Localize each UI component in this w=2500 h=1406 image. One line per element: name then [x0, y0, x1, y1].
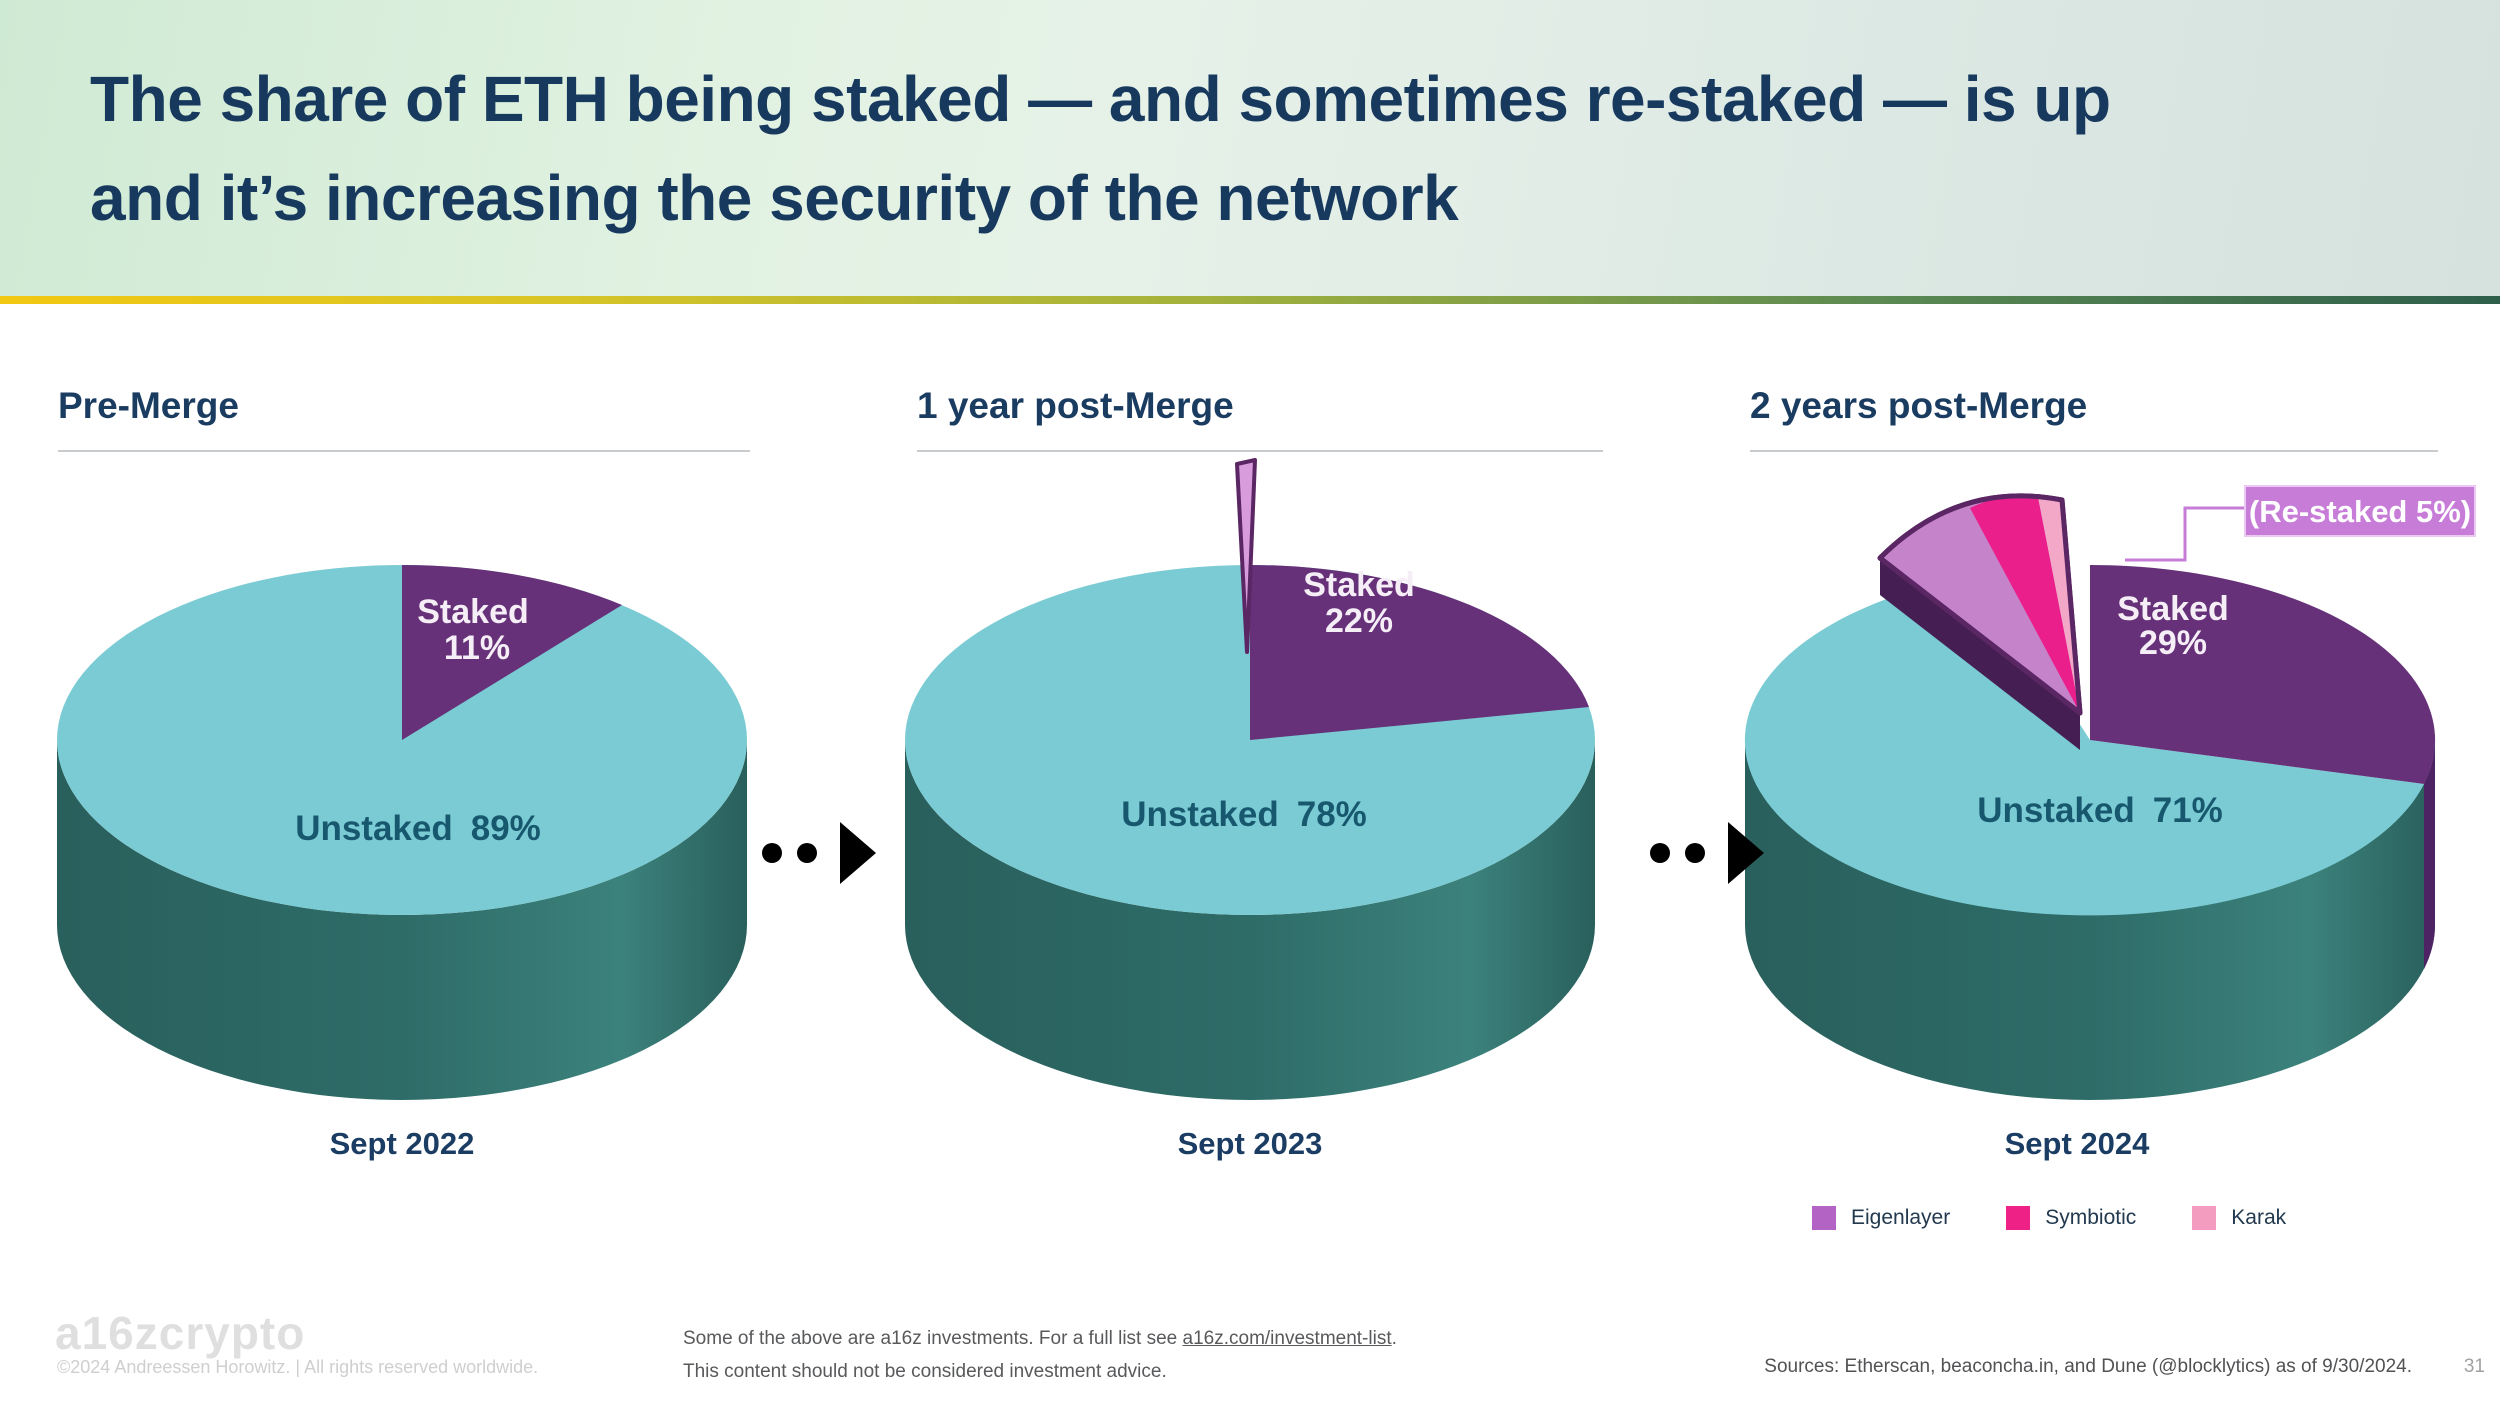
pie-chart-pre-merge: Staked 11% Unstaked 89%	[57, 564, 747, 1100]
pie3-wedge-karak-slice	[2038, 497, 2080, 713]
pie3-wedge-symbiotic-slice	[1970, 495, 2080, 713]
disclaimer-line1: Some of the above are a16z investments. …	[683, 1322, 1397, 1355]
pie2-unstaked-label: Unstaked 78%	[1121, 795, 1367, 834]
pie2-staked-label: Staked	[1303, 566, 1415, 604]
pie2-side	[905, 740, 1595, 1100]
legend-item-eigenlayer: Eigenlayer	[1812, 1206, 1950, 1230]
chart3-heading: 2 years post-Merge	[1750, 385, 2088, 426]
pie2-staked-slice	[1250, 565, 1589, 740]
page-number: 31	[2463, 1356, 2485, 1377]
chart2-date: Sept 2023	[1177, 1126, 1323, 1161]
pie2-unstaked-word: Unstaked	[1121, 795, 1279, 834]
pie1-staked-slice	[402, 564, 622, 740]
pie3-restaked-wedge	[1877, 493, 2083, 750]
legend-label: Karak	[2231, 1206, 2287, 1229]
header-divider	[0, 296, 2500, 304]
karak-swatch-icon	[2192, 1206, 2217, 1230]
arrow-dot-icon	[1685, 843, 1705, 863]
header-banner: The share of ETH being staked — and some…	[0, 0, 2500, 296]
chart1-heading: Pre-Merge	[58, 385, 239, 426]
disclaimer-line1-suffix: .	[1391, 1328, 1397, 1349]
pie1-side	[57, 740, 747, 1100]
investment-disclaimer: Some of the above are a16z investments. …	[683, 1322, 1397, 1388]
restaked-callout-label: (Re-staked 5%)	[2249, 494, 2471, 529]
arrow-dot-icon	[1650, 843, 1670, 863]
a16zcrypto-logo: a16zcrypto	[55, 1307, 306, 1359]
chart1-heading-rule	[58, 450, 750, 452]
disclaimer-line1-prefix: Some of the above are a16z investments. …	[683, 1328, 1183, 1349]
pie2-unstaked-value: 78%	[1297, 795, 1367, 834]
progress-arrow-icon-1	[762, 820, 876, 886]
copyright-text: ©2024 Andreessen Horowitz. | All rights …	[57, 1357, 539, 1377]
pie3-staked-side	[2424, 740, 2435, 969]
slide-title: The share of ETH being staked — and some…	[90, 50, 2111, 248]
symbiotic-swatch-icon	[2006, 1206, 2031, 1230]
arrow-dot-icon	[762, 843, 782, 863]
arrow-dot-icon	[797, 843, 817, 863]
chart3-date: Sept 2024	[2004, 1126, 2150, 1161]
arrow-triangle-icon	[1728, 822, 1764, 884]
pie3-wedge-outline	[1877, 493, 2083, 716]
sources-text: Sources: Etherscan, beaconcha.in, and Du…	[1764, 1356, 2412, 1377]
chart3-heading-rule	[1750, 450, 2438, 452]
pie1-unstaked-value: 89%	[471, 809, 541, 848]
slide-title-line1: The share of ETH being staked — and some…	[90, 63, 2111, 135]
investment-list-link[interactable]: a16z.com/investment-list	[1182, 1328, 1392, 1349]
chart2-heading: 1 year post-Merge	[917, 385, 1234, 426]
progress-arrow-icon-2	[1650, 820, 1764, 886]
pie3-staked-slice	[2090, 565, 2436, 784]
disclaimer-line2: This content should not be considered in…	[683, 1361, 1167, 1382]
restaked-callout-connector	[2125, 506, 2245, 562]
arrow-triangle-icon	[840, 822, 876, 884]
pie3-unstaked-word: Unstaked	[1977, 791, 2135, 830]
pie1-staked-value: 11%	[444, 629, 510, 667]
chart2-heading-rule	[917, 450, 1603, 452]
pie-chart-2yr-post-merge: (Re-staked 5%) Staked 29% Unstaked 71%	[1744, 485, 2476, 1100]
pie1-unstaked-label: Unstaked 89%	[295, 809, 541, 848]
eigenlayer-swatch-icon	[1812, 1206, 1836, 1230]
pie1-unstaked-word: Unstaked	[295, 809, 453, 848]
restaked-callout-box	[2244, 485, 2476, 537]
pie3-unstaked-value: 71%	[2153, 791, 2223, 830]
pie-chart-1yr-post-merge: Staked 22% Unstaked 78%	[905, 458, 1595, 1100]
legend-label: Symbiotic	[2045, 1206, 2137, 1229]
legend-item-karak: Karak	[2192, 1206, 2286, 1230]
pie3-unstaked-slice	[1744, 574, 2424, 916]
pie3-staked-value: 29%	[2139, 624, 2207, 662]
pie2-staked-value: 22%	[1325, 602, 1393, 640]
pie3-side	[1745, 740, 2435, 1100]
pie3-staked-label: Staked	[2117, 590, 2229, 628]
legend-item-symbiotic: Symbiotic	[2006, 1206, 2136, 1230]
chart1-date: Sept 2022	[329, 1126, 475, 1161]
pie3-wedge-side	[1880, 558, 2080, 750]
legend-label: Eigenlayer	[1851, 1206, 1951, 1229]
pie2-restaked-sliver	[1235, 458, 1257, 654]
restaking-legend: Eigenlayer Symbiotic Karak	[1812, 1206, 2286, 1230]
pie1-staked-label: Staked	[417, 593, 529, 631]
pie3-unstaked-label: Unstaked 71%	[1977, 791, 2223, 830]
slide-title-line2: and it’s increasing the security of the …	[90, 162, 1459, 234]
